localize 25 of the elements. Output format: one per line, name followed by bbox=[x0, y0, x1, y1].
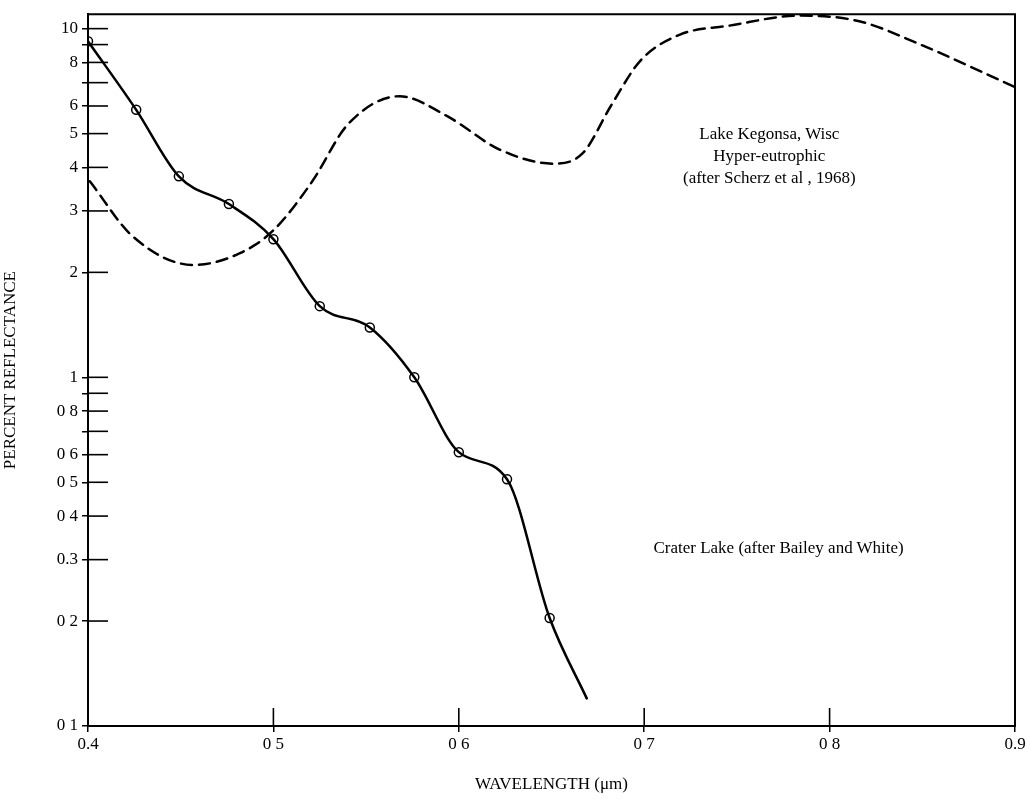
x-tick-label: 0 8 bbox=[818, 733, 841, 753]
y-tick-label: 0 1 bbox=[56, 715, 78, 735]
y-tick-label: 3 bbox=[69, 200, 78, 220]
y-tick-label: 1 bbox=[69, 366, 78, 386]
y-tick-label: 6 bbox=[69, 95, 78, 115]
y-tick-label: 0 6 bbox=[56, 444, 78, 464]
x-tick-label: 0.9 bbox=[1004, 733, 1026, 753]
annotation: Crater Lake (after Bailey and White) bbox=[653, 537, 904, 557]
y-tick-label: 2 bbox=[69, 261, 78, 281]
y-tick-label: 5 bbox=[69, 123, 78, 143]
y-tick-label: 10 bbox=[61, 18, 78, 38]
y-tick-label: 0 4 bbox=[56, 505, 79, 525]
y-axis-title: PERCENT REFLECTANCE bbox=[0, 271, 19, 470]
y-tick-label: 0.3 bbox=[56, 549, 78, 569]
y-tick-label: 0 2 bbox=[56, 610, 78, 630]
y-tick-label: 4 bbox=[69, 156, 79, 176]
annotation: Lake Kegonsa, Wisc Hyper-eutrophic (after Scherz et al , 1968) bbox=[682, 124, 856, 188]
x-tick-label: 0 6 bbox=[448, 733, 470, 753]
y-tick-label: 0 5 bbox=[56, 471, 78, 491]
x-tick-label: 0 7 bbox=[633, 733, 656, 753]
y-tick-label: 0 8 bbox=[56, 400, 78, 420]
x-tick-label: 0.4 bbox=[77, 733, 100, 753]
x-axis-title: WAVELENGTH (μm) bbox=[475, 774, 628, 794]
x-tick-label: 0 5 bbox=[262, 733, 285, 753]
y-tick-label: 8 bbox=[69, 51, 78, 71]
